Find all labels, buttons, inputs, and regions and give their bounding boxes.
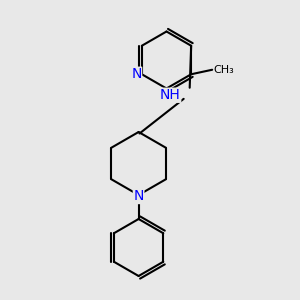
Text: N: N (134, 190, 144, 203)
Text: NH: NH (160, 88, 181, 102)
Text: CH₃: CH₃ (214, 65, 234, 75)
Text: N: N (131, 67, 142, 81)
